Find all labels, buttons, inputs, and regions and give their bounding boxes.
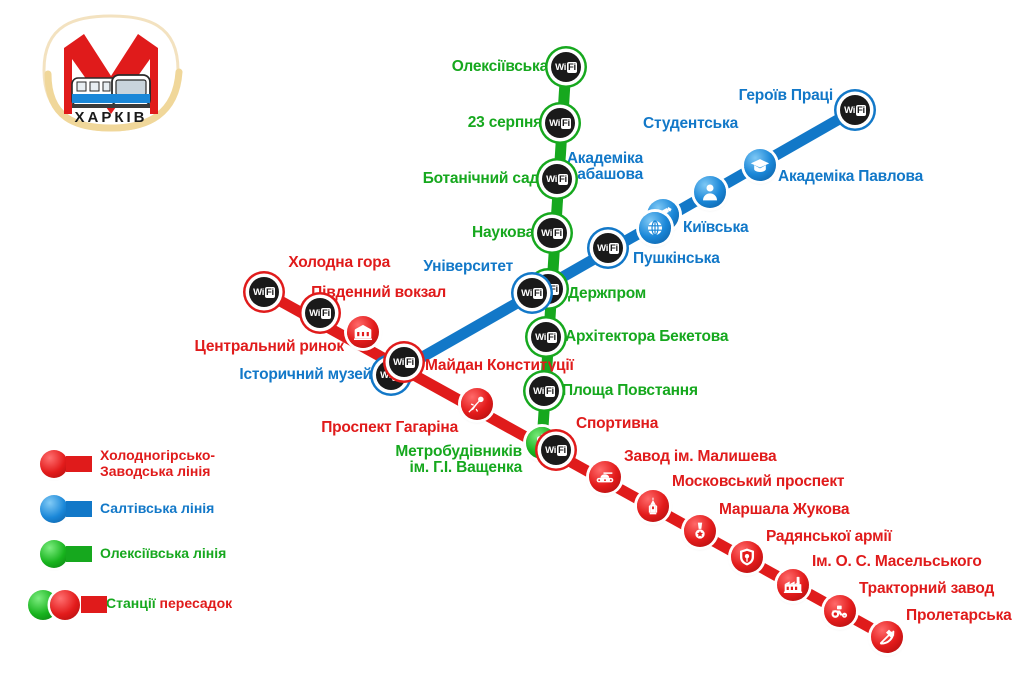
station-label: Історичний музей: [239, 365, 372, 383]
station-label: Студентська: [643, 114, 738, 132]
legend-label-green-line1: Олексіївська лінія: [100, 545, 227, 562]
legend-marker-green: [34, 537, 100, 571]
station-label: Героїв Праці: [738, 86, 834, 104]
station-label: Пролетарська: [906, 606, 1012, 624]
legend-marker-red: [34, 447, 100, 481]
station-label: Площа Повстання: [562, 381, 698, 399]
station-label: Держпром: [568, 284, 647, 302]
legend-circle-blue-icon: [40, 495, 68, 523]
station-label: Маршала Жукова: [719, 500, 850, 518]
train-icon: [71, 74, 151, 108]
station-label: Проспект Гагаріна: [321, 418, 458, 436]
station-label: Завод ім. Малишева: [624, 447, 777, 465]
station-label: Університет: [423, 257, 513, 275]
station-dot-rocket-icon[interactable]: [461, 388, 493, 420]
station-label: Академіка Павлова: [778, 167, 924, 185]
station-label-line1: Академіка: [566, 150, 643, 168]
station-dot-tank-icon[interactable]: [589, 461, 621, 493]
legend-item-blue-line[interactable]: Салтівська лінія: [34, 492, 284, 526]
legend-label-green: Олексіївська лінія: [100, 545, 227, 562]
station-label: Академіка Барабашова: [548, 150, 644, 183]
station-label: Південний вокзал: [311, 283, 446, 301]
station-label: Тракторний завод: [859, 579, 995, 597]
legend-item-green-line[interactable]: Олексіївська лінія: [34, 537, 284, 571]
legend-bar-transfer-icon: [81, 596, 107, 613]
legend-item-transfer[interactable]: Станції пересадок: [28, 587, 284, 621]
station-label: Радянської армії: [766, 527, 892, 545]
station-label: Наукова: [471, 223, 534, 241]
station-label: Ім. О. С. Масельського: [812, 552, 982, 570]
station-label: Метробудівників ім. Г.І. Ващенка: [395, 444, 522, 476]
station-dot-tractor-icon[interactable]: [824, 595, 856, 627]
station-dot-market-icon[interactable]: [347, 316, 379, 348]
station-label-line1: Метробудівників: [395, 443, 522, 461]
legend-label-red-line1: Холодногірсько-: [100, 447, 216, 464]
station-label: Київська: [683, 218, 749, 236]
station-label: Архітектора Бекетова: [565, 327, 729, 345]
kharkiv-metro-logo: ХАРКІВ: [36, 14, 186, 132]
station-dot-graduation-cap-icon[interactable]: [744, 149, 776, 181]
station-label-line2: ім. Г.І. Ващенка: [409, 459, 522, 476]
station-label: Олексіївська: [451, 57, 548, 75]
legend-label-transfer-word1: Станції: [106, 595, 156, 612]
station-label: Холодна гора: [288, 253, 390, 271]
legend-label-blue: Салтівська лінія: [100, 500, 215, 517]
legend-bar-blue-icon: [66, 501, 92, 517]
legend-circle-transfer-red-icon: [50, 590, 80, 620]
station-dot-tower-icon[interactable]: [637, 490, 669, 522]
legend-marker-blue: [34, 492, 100, 526]
station-label: Ботанічний сад: [422, 169, 539, 187]
station-label: Центральний ринок: [194, 337, 345, 355]
station-dot-person-icon[interactable]: [694, 176, 726, 208]
legend-label-red-line2: Заводська лінія: [100, 463, 211, 479]
station-label: 23 серпня: [467, 113, 542, 131]
legend-circle-green-icon: [40, 540, 68, 568]
legend-bar-red-icon: [66, 456, 92, 472]
legend-bar-green-icon: [66, 546, 92, 562]
station-dot-factory-icon[interactable]: [777, 569, 809, 601]
station-label: Спортивна: [576, 414, 659, 432]
legend-item-red-line[interactable]: Холодногірсько- Заводська лінія: [34, 447, 284, 481]
station-dot-shield-icon[interactable]: [731, 541, 763, 573]
legend-marker-transfer: [28, 587, 107, 621]
station-dot-medal-icon[interactable]: [684, 515, 716, 547]
legend: Холодногірсько- Заводська лінія Салтівсь…: [28, 447, 284, 632]
legend-label-transfer-word2: пересадок: [159, 595, 233, 612]
station-dot-hammer-sickle-icon[interactable]: [871, 621, 903, 653]
station-dot-globe-icon[interactable]: [639, 212, 671, 244]
station-label-line2: Барабашова: [548, 166, 644, 183]
legend-circle-red-icon: [40, 450, 68, 478]
station-label: Московський проспект: [672, 472, 845, 490]
legend-label-transfer: Станції пересадок: [106, 595, 233, 612]
station-label: Майдан Конституції: [425, 356, 574, 374]
station-label: Пушкінська: [633, 249, 720, 267]
legend-label-blue-line1: Салтівська лінія: [100, 500, 215, 517]
legend-label-red: Холодногірсько- Заводська лінія: [100, 448, 215, 479]
logo-city-text: ХАРКІВ: [75, 109, 148, 126]
